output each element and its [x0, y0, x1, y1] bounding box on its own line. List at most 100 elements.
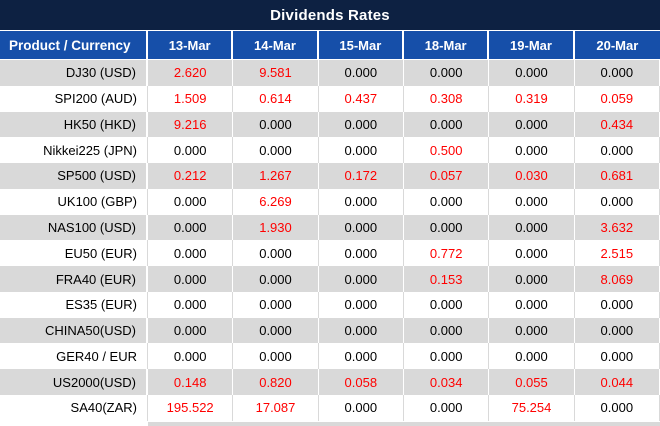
value-cell: 0.000	[148, 240, 234, 267]
date-header: 13-Mar	[148, 31, 234, 60]
value-cell: 0.000	[489, 291, 575, 318]
value-cell: 0.000	[148, 291, 234, 318]
value-cell: 0.000	[489, 343, 575, 370]
value-cell: 0.000	[489, 266, 575, 292]
partial-next-row	[0, 420, 660, 426]
value-cell: 0.000	[489, 317, 575, 344]
product-cell: US2000(USD)	[0, 369, 148, 395]
value-cell: 0.434	[574, 111, 660, 138]
value-cell: 0.000	[404, 214, 490, 241]
value-cell: 0.308	[404, 85, 490, 112]
dividends-table: Product / Currency 13-Mar 14-Mar 15-Mar 18-…	[0, 31, 660, 421]
value-cell: 0.000	[404, 111, 490, 138]
value-cell: 0.000	[148, 317, 234, 344]
value-cell: 0.000	[318, 214, 404, 241]
value-cell: 0.000	[318, 343, 404, 370]
value-cell: 1.267	[233, 163, 319, 189]
value-cell: 8.069	[574, 266, 660, 292]
value-cell: 0.820	[233, 369, 319, 395]
value-cell: 0.000	[148, 188, 234, 215]
value-cell: 0.057	[404, 163, 490, 189]
value-cell: 0.000	[318, 111, 404, 138]
value-cell: 0.000	[574, 394, 660, 421]
value-cell: 0.000	[574, 317, 660, 344]
value-cell: 0.000	[318, 291, 404, 318]
value-cell: 0.153	[404, 266, 490, 292]
value-cell: 1.930	[233, 214, 319, 241]
value-cell: 0.000	[574, 60, 660, 86]
corner-header: Product / Currency	[0, 31, 148, 60]
value-cell: 0.000	[233, 291, 319, 318]
value-cell: 1.509	[148, 85, 234, 112]
value-cell: 0.000	[318, 240, 404, 267]
value-cell: 2.515	[574, 240, 660, 267]
value-cell: 17.087	[233, 394, 319, 421]
value-cell: 0.148	[148, 369, 234, 395]
value-cell: 9.216	[148, 111, 234, 138]
value-cell: 0.681	[574, 163, 660, 189]
value-cell: 0.000	[318, 266, 404, 292]
value-cell: 0.055	[489, 369, 575, 395]
value-cell: 0.319	[489, 85, 575, 112]
product-cell: SA40(ZAR)	[0, 394, 148, 421]
value-cell: 0.000	[574, 343, 660, 370]
value-cell: 0.000	[233, 317, 319, 344]
product-cell: EU50 (EUR)	[0, 240, 148, 267]
value-cell: 0.000	[318, 188, 404, 215]
value-cell: 0.000	[404, 60, 490, 86]
value-cell: 0.000	[489, 188, 575, 215]
value-cell: 0.000	[318, 137, 404, 164]
value-cell: 0.000	[404, 317, 490, 344]
value-cell: 0.000	[148, 343, 234, 370]
date-header: 14-Mar	[233, 31, 319, 60]
value-cell: 0.000	[489, 60, 575, 86]
title-bar: Dividends Rates	[0, 0, 660, 31]
value-cell: 3.632	[574, 214, 660, 241]
value-cell: 0.500	[404, 137, 490, 164]
value-cell: 0.000	[489, 111, 575, 138]
value-cell: 0.059	[574, 85, 660, 112]
value-cell: 0.000	[489, 240, 575, 267]
value-cell: 0.000	[404, 394, 490, 421]
value-cell: 0.000	[233, 111, 319, 138]
product-cell: CHINA50(USD)	[0, 317, 148, 344]
value-cell: 0.212	[148, 163, 234, 189]
date-header: 15-Mar	[318, 31, 404, 60]
value-cell: 0.172	[318, 163, 404, 189]
value-cell: 0.000	[489, 137, 575, 164]
value-cell: 0.000	[233, 266, 319, 292]
date-header: 20-Mar	[574, 31, 660, 60]
value-cell: 9.581	[233, 60, 319, 86]
value-cell: 0.000	[574, 188, 660, 215]
product-cell: DJ30 (USD)	[0, 60, 148, 86]
value-cell: 0.034	[404, 369, 490, 395]
partial-row-data-area	[148, 420, 660, 426]
value-cell: 2.620	[148, 60, 234, 86]
value-cell: 0.000	[148, 266, 234, 292]
value-cell: 75.254	[489, 394, 575, 421]
value-cell: 0.030	[489, 163, 575, 189]
value-cell: 0.000	[574, 137, 660, 164]
value-cell: 0.058	[318, 369, 404, 395]
value-cell: 0.000	[318, 317, 404, 344]
date-header: 18-Mar	[404, 31, 490, 60]
date-header: 19-Mar	[489, 31, 575, 60]
product-cell: Nikkei225 (JPN)	[0, 137, 148, 164]
value-cell: 0.772	[404, 240, 490, 267]
partial-row-label-area	[0, 420, 148, 426]
value-cell: 0.000	[318, 394, 404, 421]
value-cell: 0.000	[489, 214, 575, 241]
product-cell: GER40 / EUR	[0, 343, 148, 370]
value-cell: 195.522	[148, 394, 234, 421]
page-title: Dividends Rates	[270, 6, 390, 24]
value-cell: 0.000	[148, 137, 234, 164]
product-cell: HK50 (HKD)	[0, 111, 148, 138]
value-cell: 0.000	[574, 291, 660, 318]
product-cell: SPI200 (AUD)	[0, 85, 148, 112]
value-cell: 6.269	[233, 188, 319, 215]
value-cell: 0.000	[233, 240, 319, 267]
product-cell: FRA40 (EUR)	[0, 266, 148, 292]
product-cell: UK100 (GBP)	[0, 188, 148, 215]
value-cell: 0.000	[404, 291, 490, 318]
